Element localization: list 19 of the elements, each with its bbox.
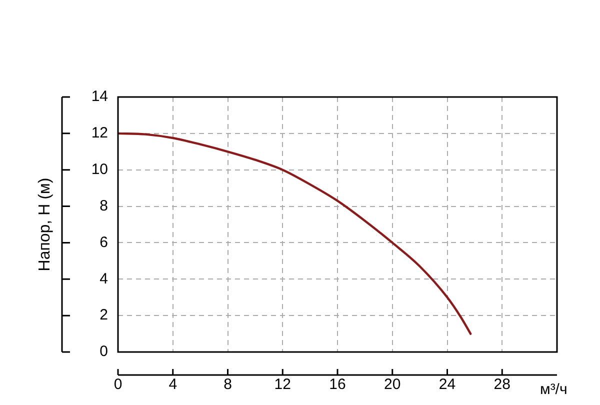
- x-tick-label: 28: [494, 376, 510, 394]
- y-tick-label: 2: [100, 306, 108, 324]
- x-tick-label: 0: [114, 376, 122, 394]
- x-axis-title: м³/ч: [540, 381, 568, 398]
- x-tick-label: 16: [329, 376, 346, 394]
- y-tick-label: 8: [100, 197, 108, 214]
- x-tick-label: 8: [224, 376, 232, 394]
- x-tick-label: 4: [168, 376, 178, 394]
- y-tick-label: 0: [100, 343, 108, 360]
- y-axis-title: Напор, H (м): [36, 178, 54, 272]
- y-tick-label: 12: [91, 124, 108, 142]
- y-tick-label: 4: [100, 270, 108, 288]
- x-tick-label: 12: [274, 376, 291, 394]
- y-tick-label: 14: [91, 88, 108, 106]
- x-tick-label: 20: [384, 376, 401, 394]
- y-tick-label: 6: [100, 234, 108, 251]
- line-series: [118, 132, 472, 335]
- x-tick-label: 24: [438, 376, 456, 394]
- y-tick-label: 10: [91, 161, 108, 178]
